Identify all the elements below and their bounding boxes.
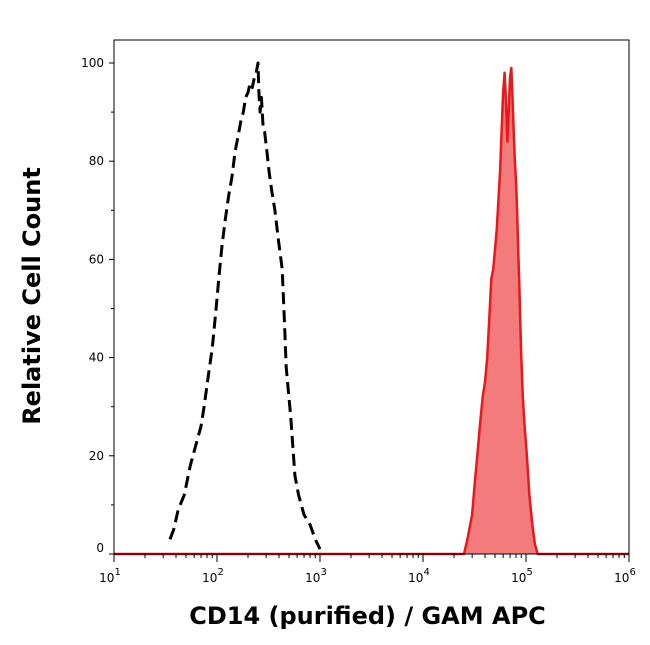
plot-area [114,61,629,556]
x-tick-label: 105 [511,567,533,585]
y-tick-label: 60 [89,252,104,266]
series-1-fill [114,67,629,555]
axes: 0 20 40 60 80 100 101 102 103 104 105 106 [81,39,636,585]
y-axis-title: Relative Cell Count [18,167,46,425]
y-tick-label: 80 [89,154,104,168]
plot-frame [113,39,630,555]
series-1-line [114,66,629,556]
x-axis-title: CD14 (purified) / GAM APC [189,602,546,630]
x-tick-label: 106 [614,567,636,585]
y-tick-label: 0 [96,541,104,555]
x-tick-label: 102 [202,567,224,585]
series-0-line [168,61,322,550]
y-tick-label: 20 [89,449,104,463]
x-tick-label: 101 [99,567,121,585]
y-tick-label: 100 [81,56,104,70]
x-tick-label: 104 [408,567,430,585]
y-tick-label: 40 [89,351,104,365]
x-tick-label: 103 [305,567,327,585]
